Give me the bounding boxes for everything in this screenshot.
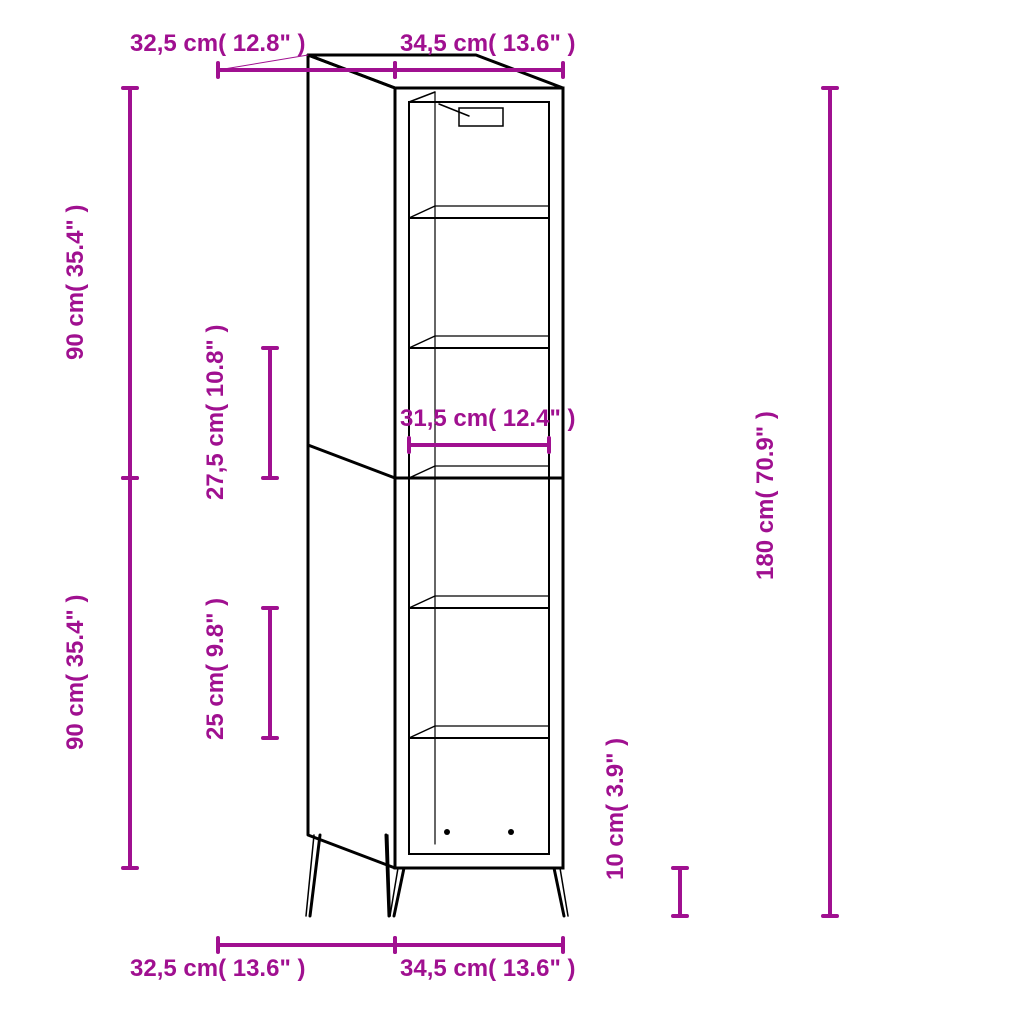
dim-shelf-gap-upper: 27,5 cm( 10.8" ) <box>202 325 230 500</box>
dim-lower-half: 90 cm( 35.4" ) <box>62 595 90 750</box>
dim-upper-half: 90 cm( 35.4" ) <box>62 205 90 360</box>
diagram-svg <box>0 0 1024 1024</box>
dim-shelf-gap-lower: 25 cm( 9.8" ) <box>202 598 230 740</box>
dim-top-depth: 32,5 cm( 12.8" ) <box>130 30 305 58</box>
dim-full-height: 180 cm( 70.9" ) <box>752 411 780 580</box>
diagram-stage: 32,5 cm( 12.8" ) 34,5 cm( 13.6" ) 32,5 cm(… <box>0 0 1024 1024</box>
dim-inner-width: 31,5 cm( 12.4" ) <box>400 405 575 433</box>
dim-top-width: 34,5 cm( 13.6" ) <box>400 30 575 58</box>
dim-leg-height: 10 cm( 3.9" ) <box>602 738 630 880</box>
dim-bottom-width: 34,5 cm( 13.6" ) <box>400 955 575 983</box>
dim-bottom-depth: 32,5 cm( 13.6" ) <box>130 955 305 983</box>
